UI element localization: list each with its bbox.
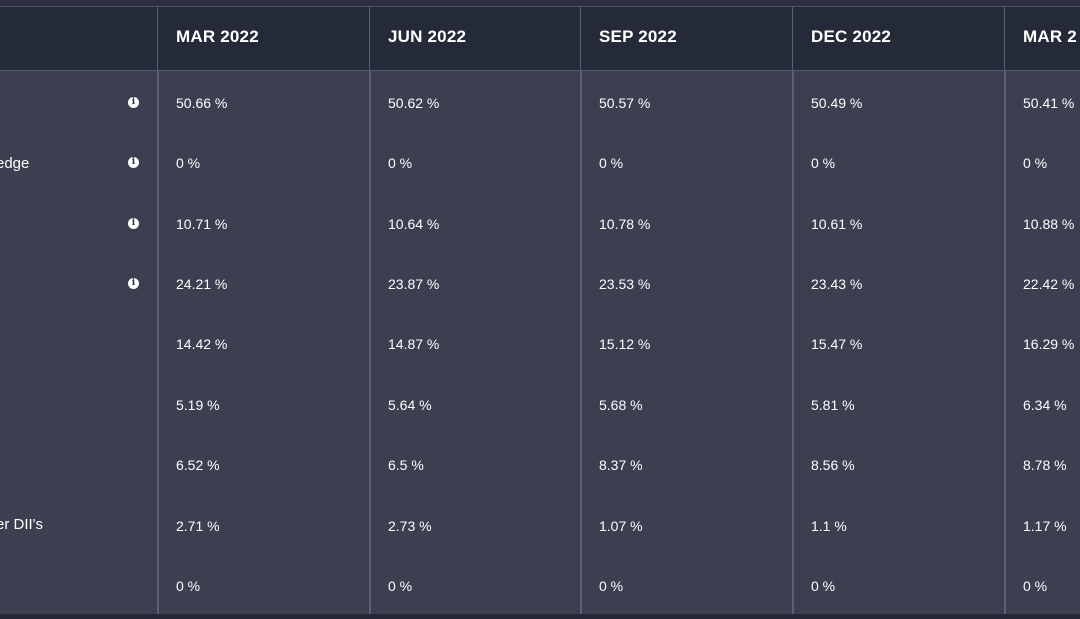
row-label: er DII's [0,516,44,533]
table-cell: 50.57 % [599,95,651,111]
table-cell: 50.41 % [1023,95,1075,111]
table-cell: 8.56 % [811,457,855,473]
column-sep-2022: SEP 2022 50.57 % 0 % 10.78 % 23.53 % 15.… [581,7,792,615]
column-header-label: MAR 2 [1023,27,1077,46]
table-cell: 22.42 % [1023,276,1075,292]
table-cell: 1.07 % [599,518,643,534]
table-cell: 50.66 % [176,95,228,111]
column-divider [1004,7,1006,615]
table-grid: edge er DII's i i i i MAR 2022 50.66 % 0… [0,7,1080,615]
table-cell: 0 % [388,155,413,171]
table-cell: 0 % [176,155,201,171]
table-cell: 0 % [388,578,413,594]
column-divider [157,7,159,615]
column-divider [369,7,371,615]
row-label-column: edge er DII's i i i i [0,7,158,615]
info-icon[interactable]: i [128,97,139,108]
table-cell: 0 % [599,155,624,171]
table-cell: 23.53 % [599,276,651,292]
table-cell: 0 % [811,155,836,171]
table-cell: 6.52 % [176,457,220,473]
table-cell: 16.29 % [1023,336,1075,352]
table-cell: 8.37 % [599,457,643,473]
column-header: SEP 2022 [581,7,792,71]
table-cell: 0 % [1023,155,1048,171]
column-divider [580,7,582,615]
table-cell: 1.17 % [1023,518,1067,534]
table-cell: 6.5 % [388,457,424,473]
info-icon[interactable]: i [128,218,139,229]
table-cell: 8.78 % [1023,457,1067,473]
column-header-label: MAR 2022 [176,27,259,46]
column-jun-2022: JUN 2022 50.62 % 0 % 10.64 % 23.87 % 14.… [370,7,580,615]
table-cell: 0 % [811,578,836,594]
table-cell: 15.47 % [811,336,863,352]
table-cell: 50.62 % [388,95,440,111]
table-cell: 2.73 % [388,518,432,534]
row-label: edge [0,155,30,172]
table-cell: 2.71 % [176,518,220,534]
table-cell: 14.87 % [388,336,440,352]
column-mar-2022: MAR 2022 50.66 % 0 % 10.71 % 24.21 % 14.… [158,7,369,615]
table-cell: 5.64 % [388,397,432,413]
table-cell: 0 % [1023,578,1048,594]
info-icon[interactable]: i [128,278,139,289]
table-cell: 5.68 % [599,397,643,413]
table-cell: 5.19 % [176,397,220,413]
column-header: JUN 2022 [370,7,580,71]
table-cell: 50.49 % [811,95,863,111]
table-cell: 10.64 % [388,216,440,232]
info-icon[interactable]: i [128,157,139,168]
table-cell: 10.61 % [811,216,863,232]
column-divider [792,7,794,615]
table-cell: 23.87 % [388,276,440,292]
column-header: MAR 2 [1005,7,1080,71]
column-header-label: SEP 2022 [599,27,677,46]
table-cell: 0 % [599,578,624,594]
column-header: DEC 2022 [793,7,1004,71]
table-cell: 23.43 % [811,276,863,292]
table-cell: 24.21 % [176,276,228,292]
column-header: MAR 2022 [158,7,369,71]
column-mar-2023: MAR 2 50.41 % 0 % 10.88 % 22.42 % 16.29 … [1005,7,1080,615]
table-cell: 10.88 % [1023,216,1075,232]
table-bottom-edge [0,614,1080,619]
table-cell: 1.1 % [811,518,847,534]
shareholding-table: edge er DII's i i i i MAR 2022 50.66 % 0… [0,6,1080,615]
column-dec-2022: DEC 2022 50.49 % 0 % 10.61 % 23.43 % 15.… [793,7,1004,615]
column-header-label: JUN 2022 [388,27,467,46]
table-cell: 15.12 % [599,336,651,352]
label-column-header [0,7,158,71]
table-cell: 0 % [176,578,201,594]
table-cell: 6.34 % [1023,397,1067,413]
table-cell: 10.71 % [176,216,228,232]
column-header-label: DEC 2022 [811,27,892,46]
table-cell: 5.81 % [811,397,855,413]
table-cell: 10.78 % [599,216,651,232]
table-cell: 14.42 % [176,336,228,352]
